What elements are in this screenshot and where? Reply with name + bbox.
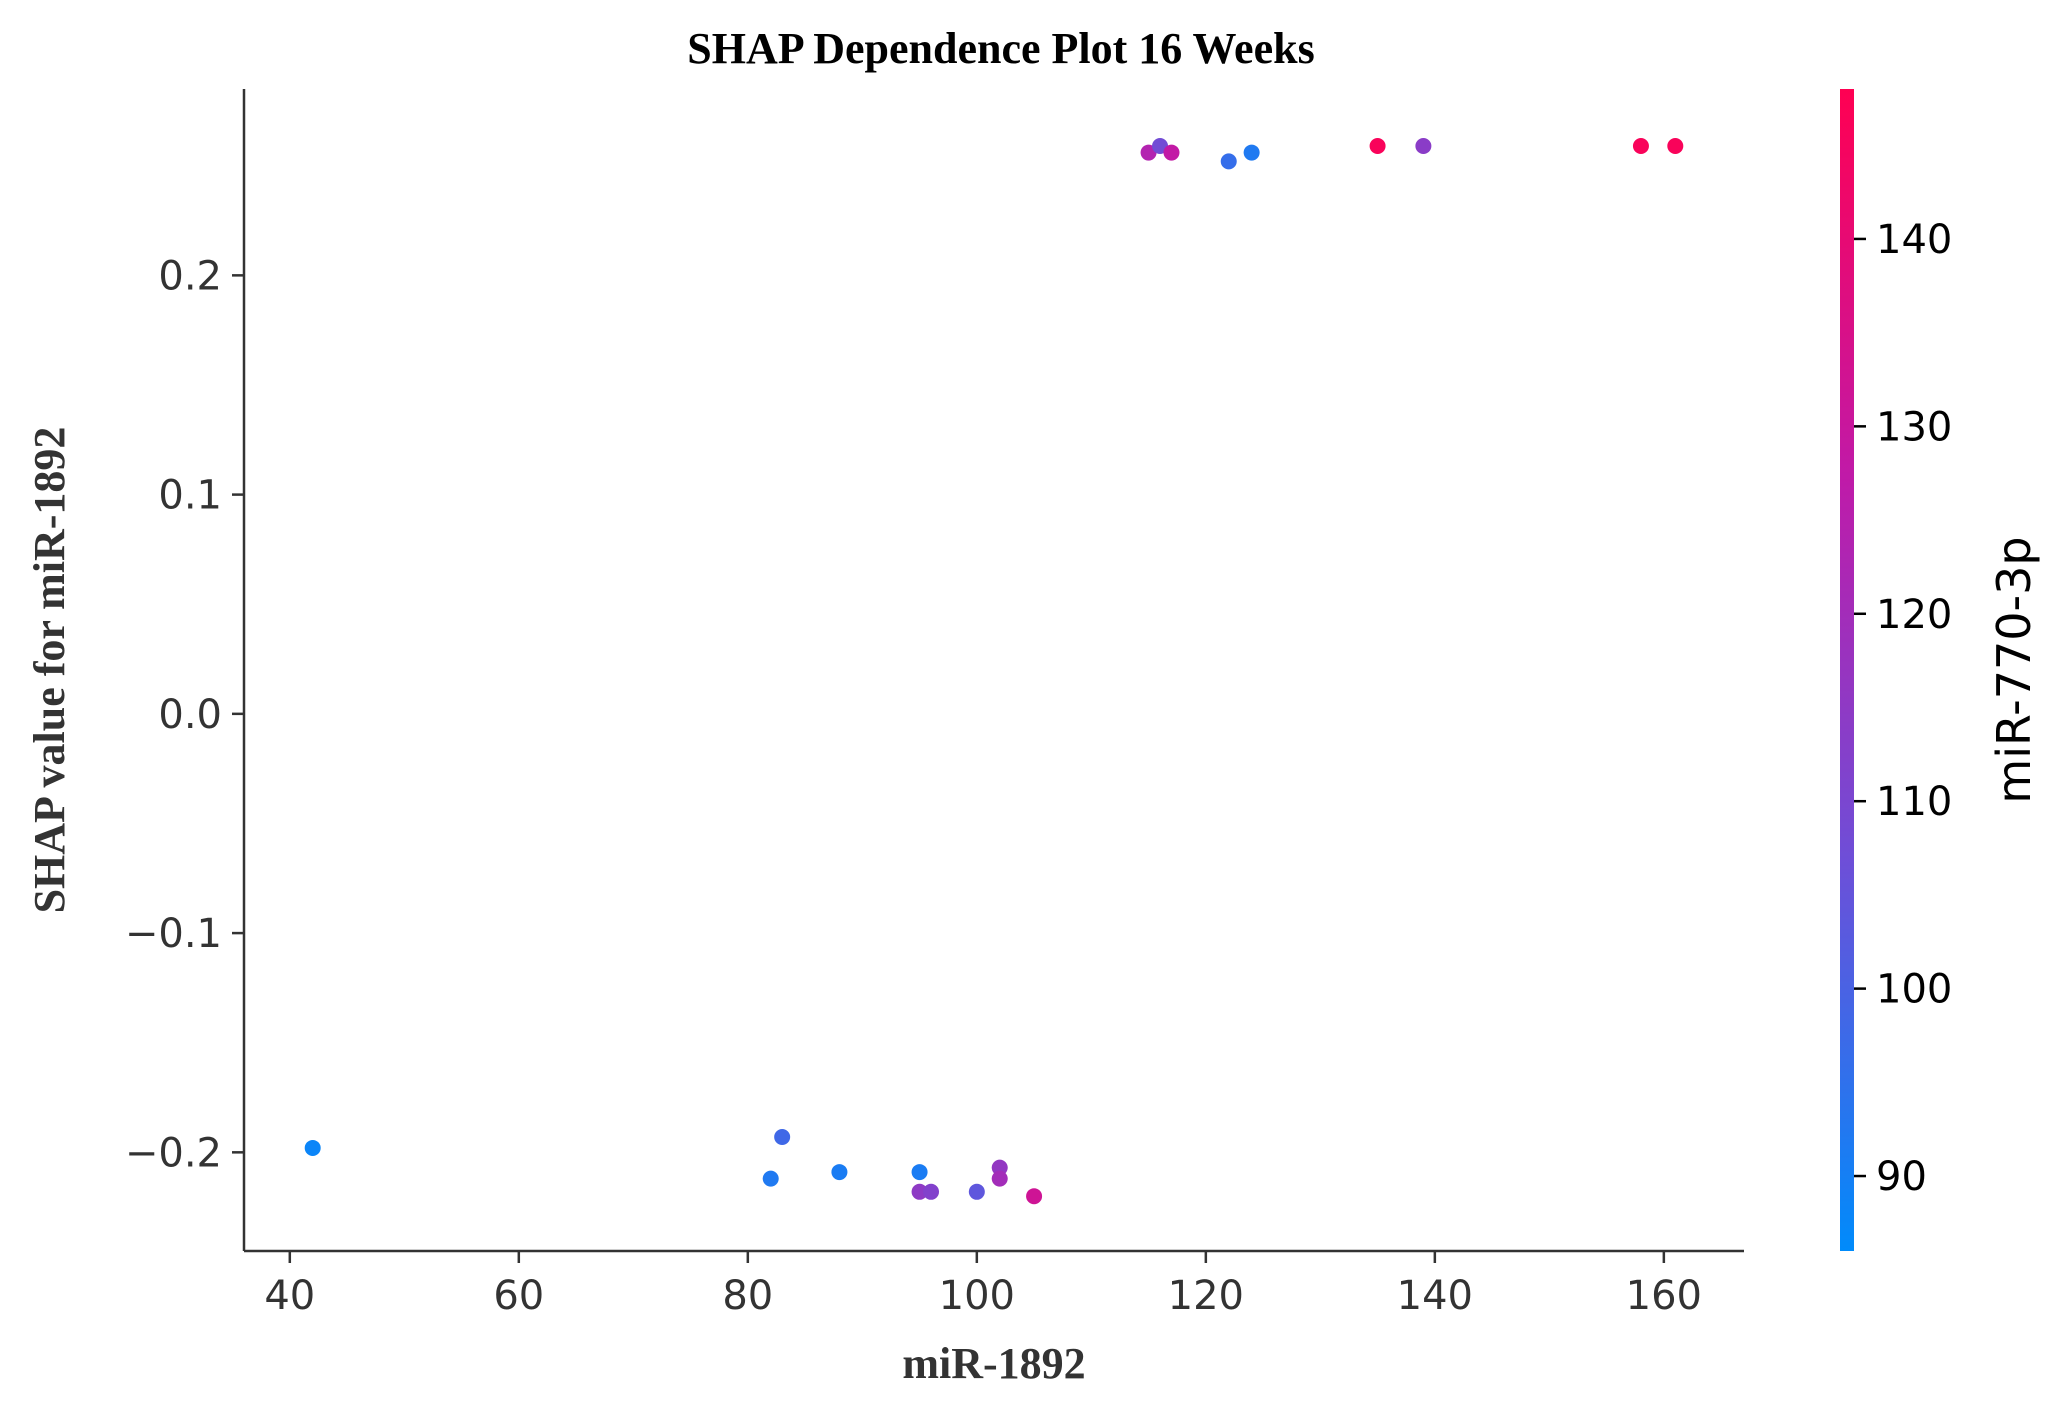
colorbar-tick-label: 140	[1876, 217, 1952, 263]
plot-axes	[242, 89, 1744, 1253]
x-ticks: 40 60 80 100 120 140 160	[264, 1251, 1702, 1319]
scatter-point	[991, 1170, 1008, 1187]
scatter-point	[1163, 144, 1180, 161]
colorbar-tick-label: 90	[1876, 1154, 1927, 1200]
scatter-point	[923, 1183, 940, 1200]
scatter-point	[911, 1164, 928, 1181]
x-tick-label: 40	[264, 1273, 315, 1319]
y-tick-label: −0.2	[125, 1130, 222, 1176]
colorbar-tick-label: 130	[1876, 404, 1952, 450]
colorbar-tick-label: 100	[1876, 967, 1952, 1013]
y-tick-label: 0.1	[158, 473, 222, 519]
x-axis-label: miR-1892	[902, 1339, 1085, 1388]
scatter-point	[1243, 144, 1260, 161]
colorbar	[1840, 89, 1854, 1251]
scatter-point	[1415, 138, 1432, 155]
scatter-points	[304, 138, 1684, 1205]
scatter-point	[991, 1159, 1008, 1176]
y-tick-label: 0.0	[158, 692, 222, 738]
scatter-point	[831, 1164, 848, 1181]
colorbar-tick-label: 110	[1876, 779, 1952, 825]
x-tick-label: 100	[939, 1273, 1015, 1319]
scatter-point	[1369, 138, 1386, 155]
x-tick-label: 80	[722, 1273, 773, 1319]
colorbar-ticks: 90 100 110 120 130 140	[1854, 217, 1952, 1200]
x-tick-label: 120	[1168, 1273, 1244, 1319]
scatter-point	[774, 1128, 791, 1145]
scatter-point	[1026, 1188, 1043, 1205]
chart-title: SHAP Dependence Plot 16 Weeks	[687, 24, 1314, 73]
scatter-point	[304, 1139, 321, 1156]
x-tick-label: 140	[1397, 1273, 1473, 1319]
colorbar-label: miR-770-3p	[1987, 536, 2041, 803]
y-tick-label: 0.2	[158, 253, 222, 299]
colorbar-tick-label: 120	[1876, 592, 1952, 638]
scatter-point	[1220, 153, 1237, 170]
x-tick-label: 60	[493, 1273, 544, 1319]
scatter-point	[968, 1183, 985, 1200]
scatter-point	[911, 1183, 928, 1200]
y-tick-label: −0.1	[125, 911, 222, 957]
y-axis-label: SHAP value for miR-1892	[25, 427, 74, 914]
y-ticks: 0.2 0.1 0.0 −0.1 −0.2	[125, 253, 244, 1176]
scatter-point	[1667, 138, 1684, 155]
scatter-point	[762, 1170, 779, 1187]
scatter-point	[1632, 138, 1649, 155]
x-tick-label: 160	[1626, 1273, 1702, 1319]
